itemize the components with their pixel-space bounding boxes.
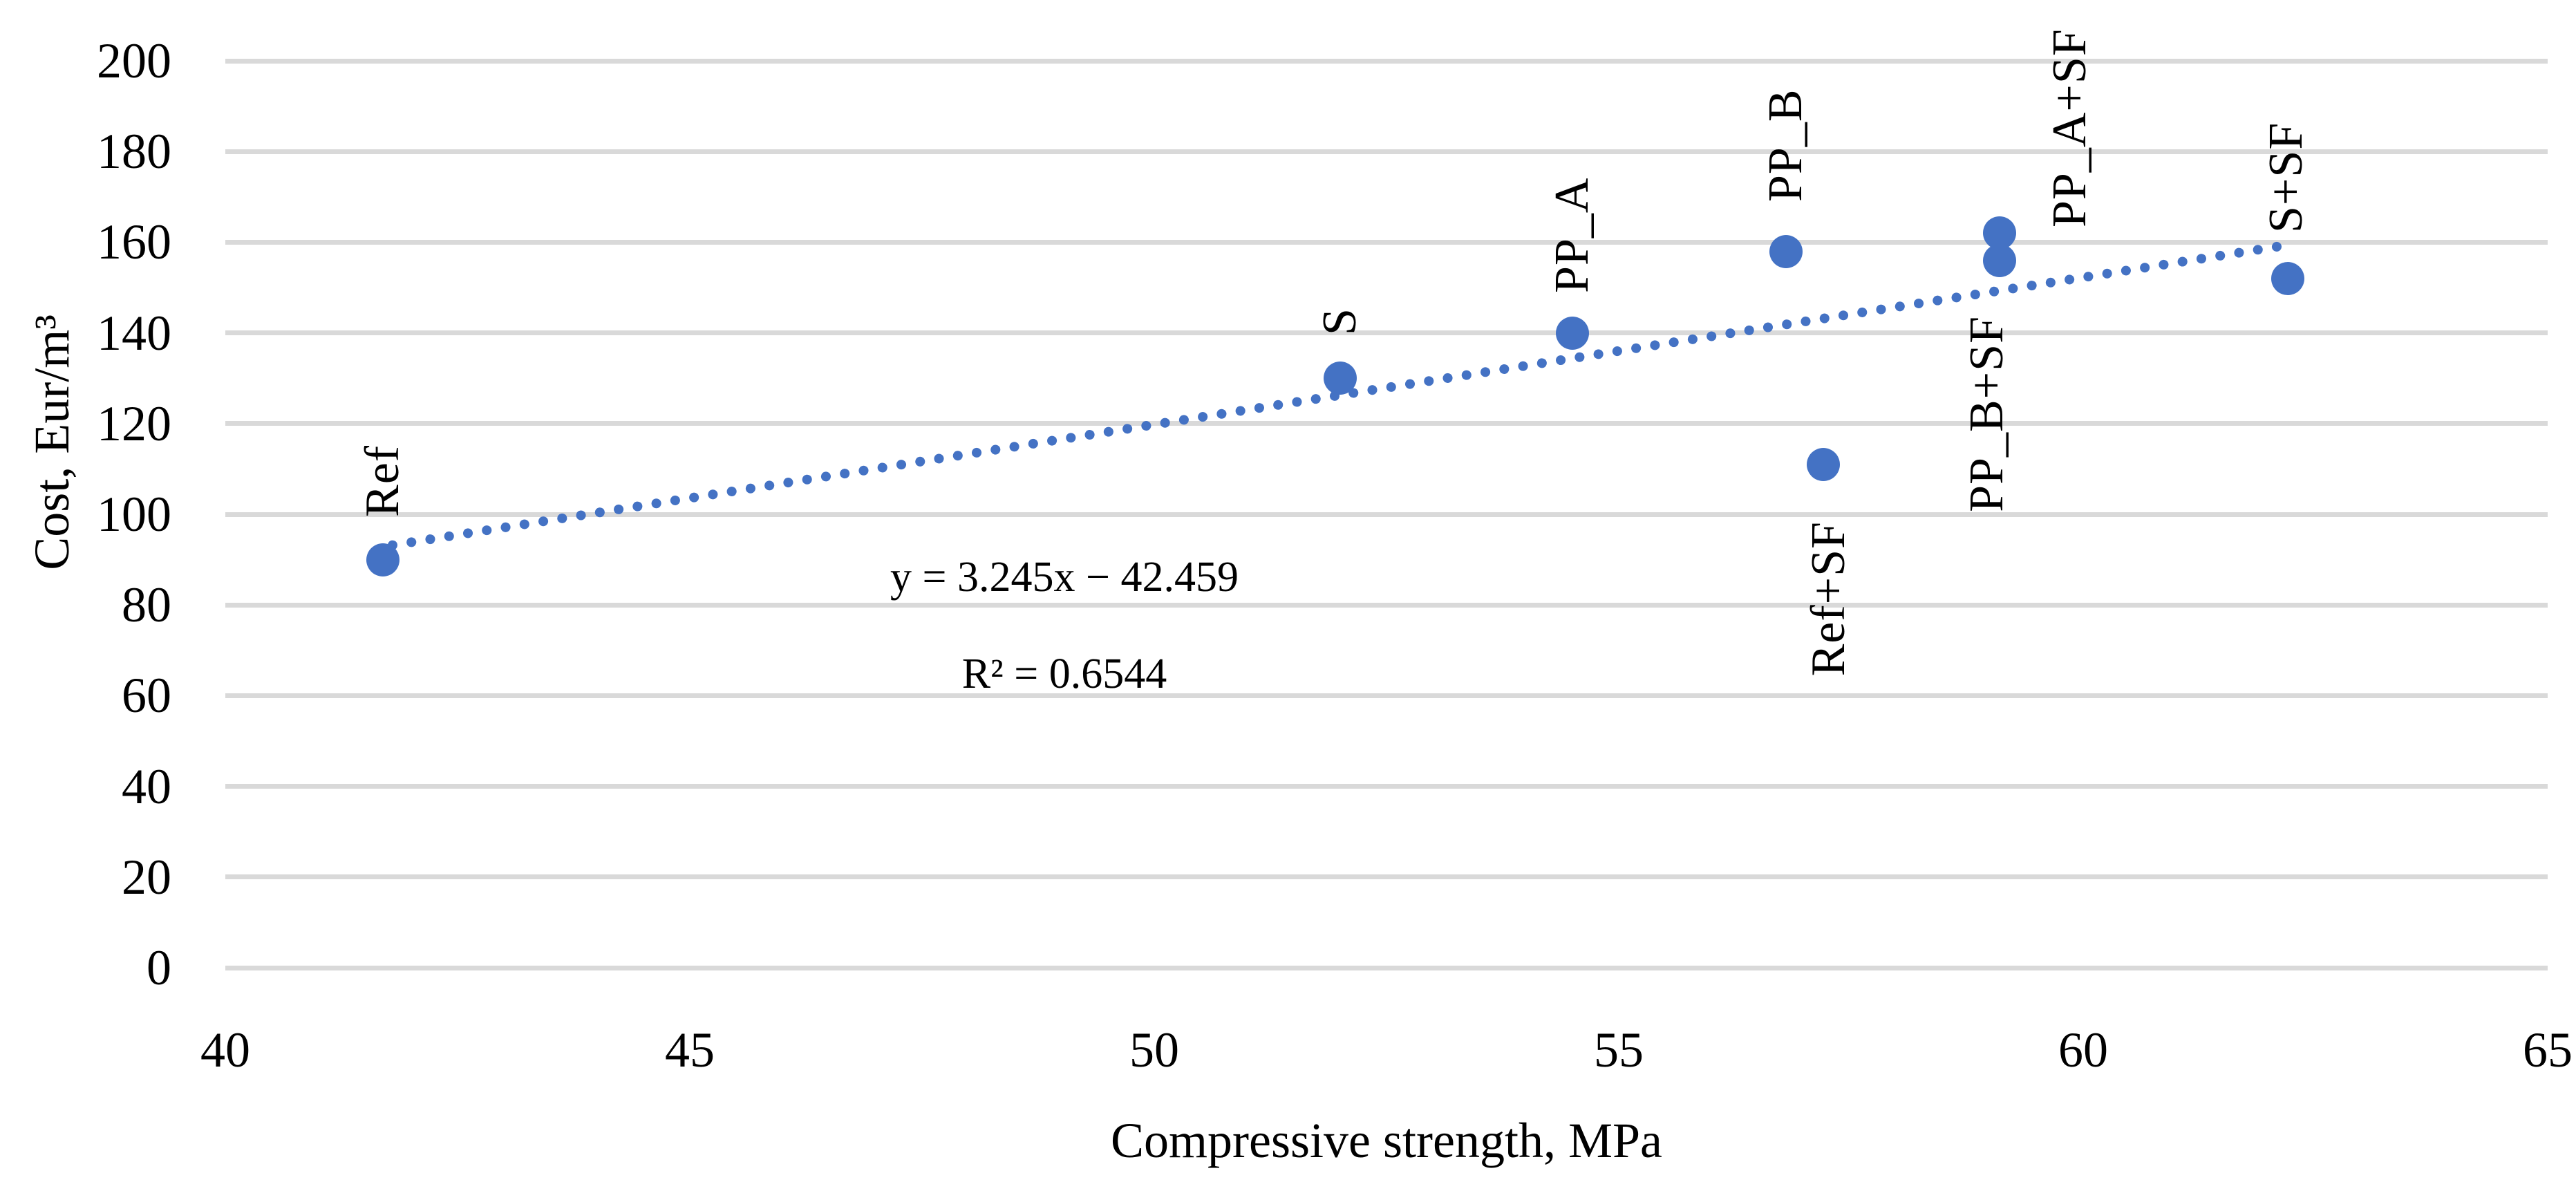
gridline bbox=[225, 149, 2548, 154]
data-point-marker bbox=[1323, 362, 1357, 395]
y-axis-tick-label: 40 bbox=[122, 758, 171, 814]
data-point-label: Ref bbox=[356, 444, 410, 517]
gridline bbox=[225, 421, 2548, 426]
y-axis-tick-label: 60 bbox=[122, 668, 171, 724]
y-axis-tick-label: 0 bbox=[147, 940, 171, 995]
data-point-label: S+SF bbox=[2259, 122, 2313, 233]
x-axis-tick-label: 55 bbox=[1594, 1022, 1644, 1078]
gridline bbox=[225, 874, 2548, 880]
y-axis-tick-label: 80 bbox=[122, 577, 171, 633]
data-point-marker bbox=[366, 543, 400, 576]
x-axis-tick-label: 65 bbox=[2523, 1022, 2573, 1078]
data-point-label: PP_B+SF bbox=[1960, 315, 2014, 512]
trendline-r2-line: R² = 0.6544 bbox=[961, 650, 1167, 697]
x-axis-tick-label: 50 bbox=[1129, 1022, 1179, 1078]
y-axis-tick-label: 200 bbox=[97, 33, 171, 88]
x-axis-tick-label: 40 bbox=[200, 1022, 250, 1078]
trendline-dotted-segment bbox=[387, 241, 2284, 550]
trendline-equation: y = 3.245x − 42.459 R² = 0.6544 bbox=[890, 529, 1239, 722]
y-axis-tick-label: 100 bbox=[97, 487, 171, 542]
y-axis-tick-label: 140 bbox=[97, 305, 171, 361]
data-point-marker bbox=[2271, 261, 2304, 295]
data-point-marker bbox=[1555, 316, 1589, 350]
gridline bbox=[225, 58, 2548, 64]
y-axis-tick-label: 160 bbox=[97, 214, 171, 270]
data-point-marker bbox=[1769, 234, 1803, 268]
data-point-label: Ref+SF bbox=[1801, 520, 1855, 677]
data-point-label: S bbox=[1313, 308, 1366, 336]
x-axis-tick-label: 60 bbox=[2058, 1022, 2108, 1078]
data-point-label: PP_A+SF bbox=[2043, 28, 2097, 228]
gridline bbox=[225, 693, 2548, 698]
trendline-equation-line: y = 3.245x − 42.459 bbox=[890, 554, 1239, 601]
x-axis-tick-label: 45 bbox=[665, 1022, 715, 1078]
gridline bbox=[225, 239, 2548, 245]
data-point-marker bbox=[1983, 216, 2017, 250]
data-point-label: PP_B bbox=[1758, 88, 1812, 202]
y-axis-tick-label: 20 bbox=[122, 849, 171, 905]
gridline bbox=[225, 965, 2548, 970]
gridline bbox=[225, 330, 2548, 336]
data-point-label: PP_A bbox=[1545, 177, 1599, 293]
data-point-marker bbox=[1806, 447, 1840, 481]
y-axis-tick-label: 180 bbox=[97, 124, 171, 180]
gridline bbox=[225, 784, 2548, 789]
gridline bbox=[225, 602, 2548, 608]
x-axis-title: Compressive strength, MPa bbox=[1111, 1113, 1662, 1168]
gridline bbox=[225, 512, 2548, 517]
y-axis-tick-label: 120 bbox=[97, 395, 171, 451]
